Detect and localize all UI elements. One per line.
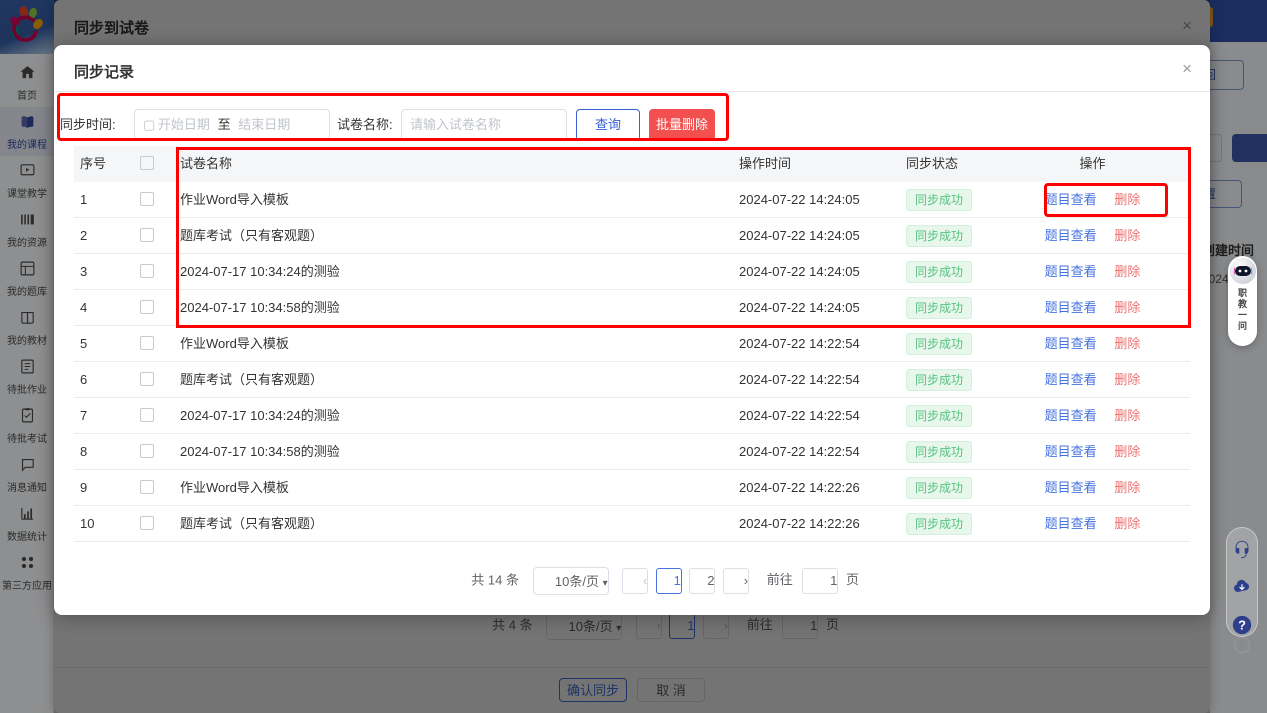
svg-text:?: ?	[1238, 618, 1246, 633]
